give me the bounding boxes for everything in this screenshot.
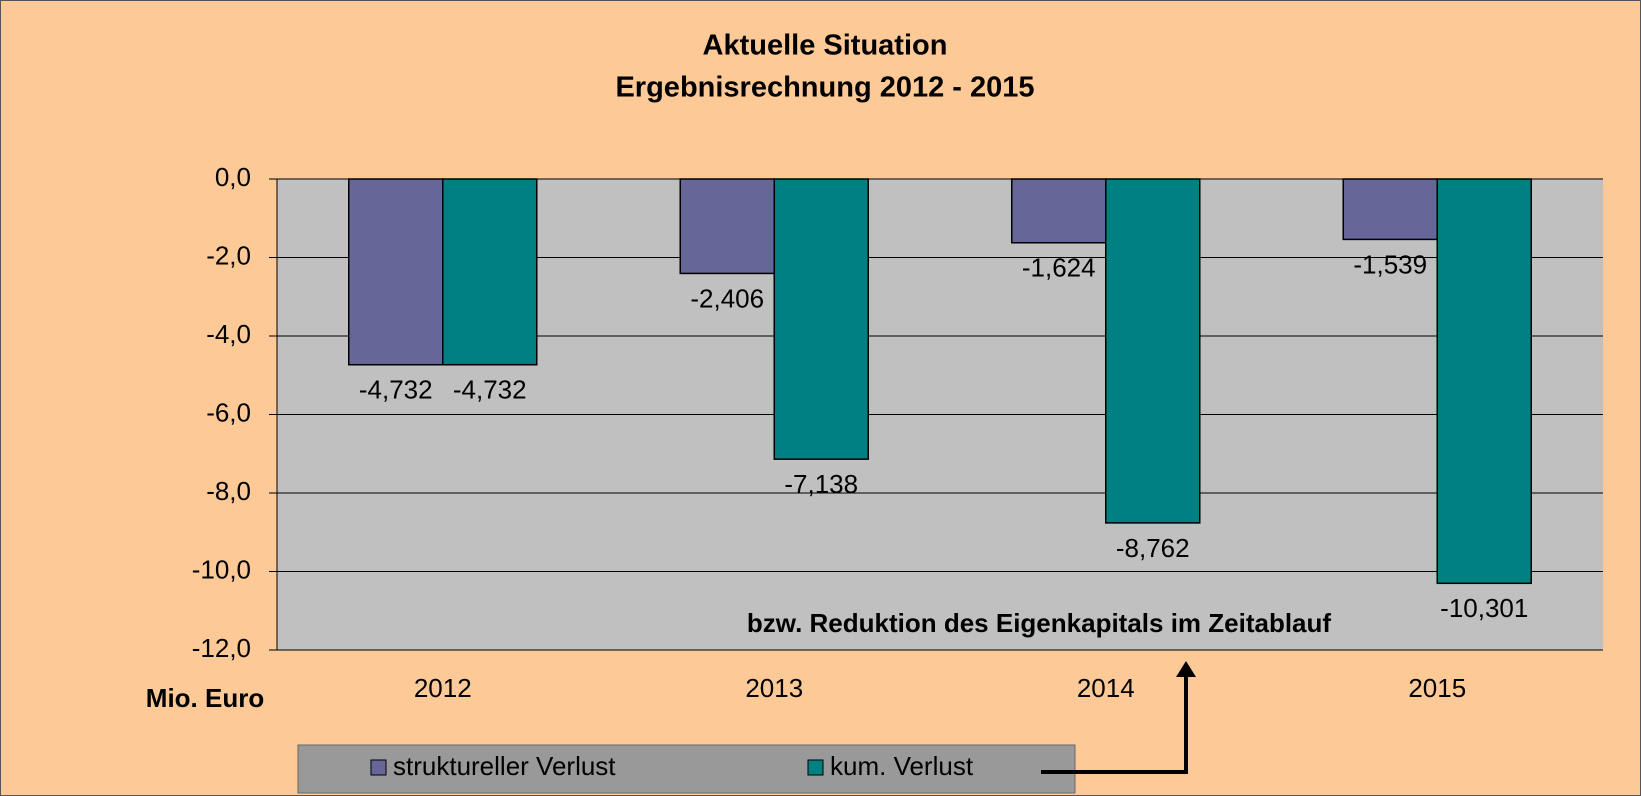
- value-label: -4,732: [359, 375, 433, 405]
- x-tick-label: 2014: [1077, 673, 1135, 703]
- value-label: -8,762: [1116, 533, 1190, 563]
- y-tick-label: -2,0: [206, 240, 251, 270]
- x-tick-label: 2013: [745, 673, 803, 703]
- bar: [348, 178, 444, 366]
- bar: [1011, 178, 1107, 244]
- arrow-head: [1176, 661, 1196, 677]
- y-axis-label: Mio. Euro: [146, 683, 264, 713]
- bar: [1105, 178, 1201, 524]
- x-tick-label: 2012: [414, 673, 472, 703]
- annotation: bzw. Reduktion des Eigenkapitals im Zeit…: [747, 608, 1331, 638]
- bar: [679, 178, 775, 275]
- value-label: -2,406: [690, 283, 764, 313]
- arrow: [1041, 675, 1188, 774]
- y-tick-label: 0,0: [215, 162, 251, 192]
- x-tick-label: 2015: [1408, 673, 1466, 703]
- legend-label: kum. Verlust: [830, 751, 974, 781]
- bar: [1342, 178, 1438, 241]
- legend: [297, 744, 1076, 794]
- bar: [442, 178, 538, 366]
- value-label: -1,539: [1353, 249, 1427, 279]
- value-label: -4,732: [453, 375, 527, 405]
- chart-title: Aktuelle Situation: [703, 30, 948, 62]
- y-tick-label: -4,0: [206, 319, 251, 349]
- y-tick-label: -10,0: [192, 554, 251, 584]
- legend-label: struktureller Verlust: [393, 751, 616, 781]
- value-label: -10,301: [1440, 593, 1528, 623]
- chart-subtitle: Ergebnisrechnung 2012 - 2015: [615, 72, 1034, 104]
- y-tick-label: -8,0: [206, 476, 251, 506]
- bar: [773, 178, 869, 460]
- value-label: -1,624: [1022, 253, 1096, 283]
- bar: [1436, 178, 1532, 585]
- y-tick-label: -6,0: [206, 397, 251, 427]
- legend-swatch: [370, 759, 387, 776]
- value-label: -7,138: [784, 469, 858, 499]
- y-tick-label: -12,0: [192, 633, 251, 663]
- legend-swatch: [807, 759, 824, 776]
